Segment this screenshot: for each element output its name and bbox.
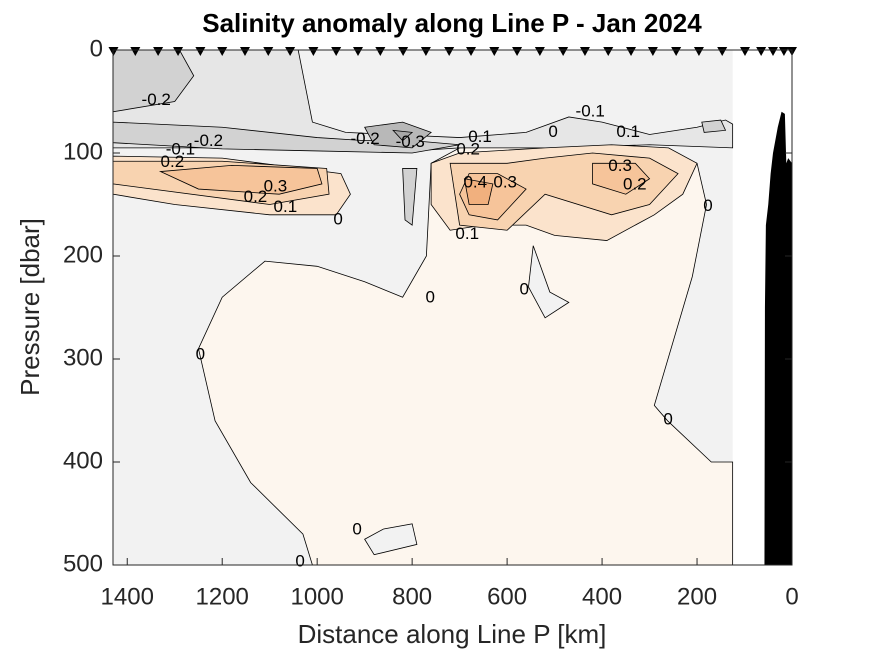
station-marker <box>768 47 779 56</box>
contour-region <box>402 168 418 226</box>
contour-label: 0 <box>333 209 342 228</box>
x-axis-label: Distance along Line P [km] <box>298 619 607 649</box>
contour-label: -0.1 <box>166 139 195 158</box>
x-tick-label: 600 <box>487 583 527 610</box>
contour-label: -0.1 <box>576 101 605 120</box>
x-tick-label: 1200 <box>196 583 249 610</box>
contour-label: 0 <box>519 279 528 298</box>
station-marker <box>603 47 614 56</box>
contour-label: 0 <box>196 344 205 363</box>
station-marker <box>420 47 431 56</box>
station-marker <box>756 47 767 56</box>
station-marker <box>130 47 141 56</box>
contour-label: 0.3 <box>493 172 517 191</box>
y-tick-label: 100 <box>63 138 103 165</box>
station-marker <box>263 47 274 56</box>
station-marker <box>671 47 682 56</box>
station-marker <box>466 47 477 56</box>
station-marker <box>444 47 455 56</box>
contour-label: 0 <box>548 122 557 141</box>
axes-box <box>112 49 793 566</box>
station-marker <box>375 47 386 56</box>
station-marker <box>717 47 728 56</box>
contour-label: 0 <box>295 551 304 570</box>
station-marker <box>647 47 658 56</box>
y-tick-label: 200 <box>63 241 103 268</box>
contour-label: 0.2 <box>623 174 647 193</box>
station-marker <box>331 47 342 56</box>
contour-label: 0 <box>703 196 712 215</box>
contour-label: 0 <box>663 409 672 428</box>
contour-label: -0.2 <box>350 129 379 148</box>
station-marker <box>398 47 409 56</box>
station-marker <box>489 47 500 56</box>
x-tick-label: 800 <box>392 583 432 610</box>
contour-label: 0.1 <box>468 127 492 146</box>
contour-region <box>198 144 734 566</box>
contour-label: 0.2 <box>161 152 185 171</box>
station-marker <box>285 47 296 56</box>
y-tick-label: 300 <box>63 344 103 371</box>
contour-region <box>701 119 727 133</box>
station-marker <box>739 47 750 56</box>
station-marker <box>558 47 569 56</box>
contour-region <box>392 129 414 142</box>
y-axis-label: Pressure [dbar] <box>15 218 45 396</box>
station-marker <box>153 47 164 56</box>
x-tick-label: 1000 <box>290 583 343 610</box>
contour-label: 0.1 <box>274 197 298 216</box>
x-tick-label: 1400 <box>101 583 154 610</box>
y-tick-label: 500 <box>63 550 103 577</box>
contour-label: 0 <box>425 288 434 307</box>
contour-label: -0.2 <box>142 90 171 109</box>
y-tick-label: 400 <box>63 447 103 474</box>
station-marker <box>534 47 545 56</box>
bathymetry <box>764 111 792 566</box>
contour-label: 0.4 <box>463 172 487 191</box>
contour-region <box>112 121 460 154</box>
contour-region <box>592 162 651 195</box>
contour-label: 0.2 <box>244 187 268 206</box>
station-marker <box>353 47 364 56</box>
x-tick-label: 400 <box>582 583 622 610</box>
station-marker <box>217 47 228 56</box>
x-tick-label: 200 <box>677 583 717 610</box>
contour-label: -0.2 <box>194 131 223 150</box>
contour-label: 0.3 <box>608 156 632 175</box>
station-marker <box>626 47 637 56</box>
contour-label: 0.2 <box>456 139 480 158</box>
contour-label: -0.3 <box>396 132 425 151</box>
station-marker <box>195 47 206 56</box>
x-tick-label: 0 <box>785 583 798 610</box>
chart-title: Salinity anomaly along Line P - Jan 2024 <box>202 8 702 38</box>
contour-label: 0.1 <box>616 122 640 141</box>
station-marker <box>308 47 319 56</box>
contour-region <box>364 523 418 556</box>
station-marker <box>693 47 704 56</box>
station-marker <box>778 47 789 56</box>
contour-region <box>158 164 323 195</box>
station-marker <box>173 47 184 56</box>
station-marker <box>512 47 523 56</box>
station-marker <box>240 47 251 56</box>
contour-label: 0.3 <box>264 176 288 195</box>
contour-region <box>528 245 570 319</box>
contour-label: 0 <box>352 519 361 538</box>
contour-label: 0.1 <box>455 224 479 243</box>
contour-region <box>463 178 494 205</box>
station-marker <box>579 47 590 56</box>
y-tick-label: 0 <box>90 35 103 62</box>
